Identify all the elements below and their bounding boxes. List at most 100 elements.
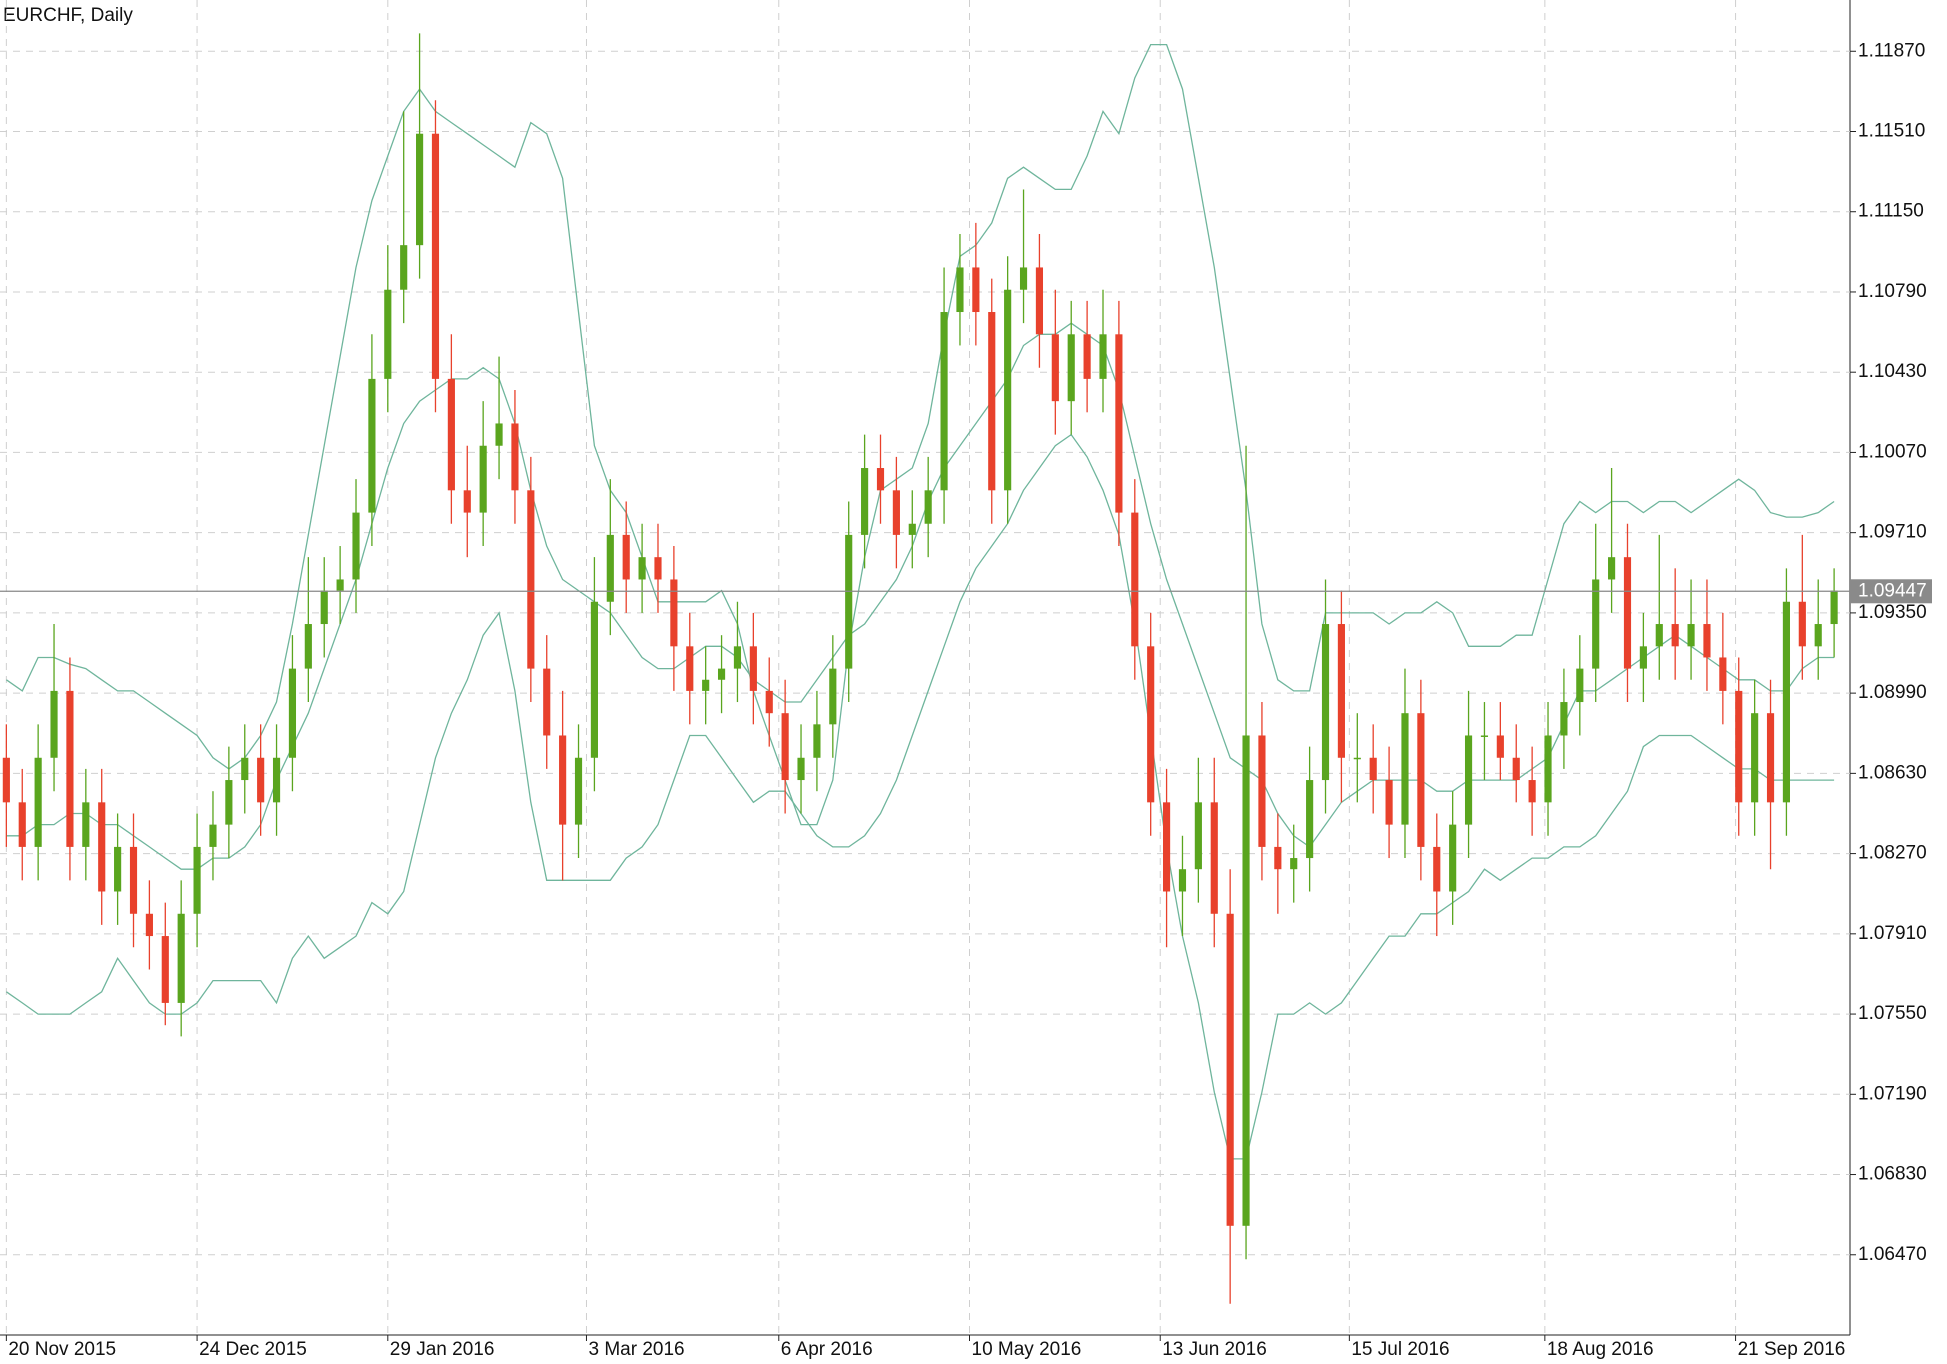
candle-body [1401, 713, 1409, 825]
candle-body [781, 713, 789, 781]
candle-body [50, 690, 58, 758]
y-tick-label: 1.10430 [1858, 361, 1927, 382]
y-tick-label: 1.11870 [1858, 40, 1925, 61]
lower-band [6, 433, 1835, 1160]
candle-body [161, 936, 169, 1003]
y-tick-label: 1.08270 [1858, 843, 1927, 864]
candle-body [257, 757, 265, 803]
candle-body [1417, 713, 1425, 847]
candle-body [2, 757, 10, 803]
candle-body [66, 690, 74, 847]
candle-body [876, 468, 885, 491]
candle-body [1369, 757, 1377, 781]
y-tick-label: 1.10070 [1858, 441, 1927, 462]
x-tick-label: 18 Aug 2016 [1547, 1339, 1654, 1360]
candle-body [479, 445, 487, 513]
x-tick-label: 3 Mar 2016 [588, 1339, 684, 1360]
candle-body [1719, 657, 1727, 691]
candle-body [1163, 802, 1171, 892]
x-tick-label: 20 Nov 2015 [8, 1339, 116, 1360]
candle-body [1321, 624, 1330, 781]
candle-body [177, 913, 185, 1003]
candle-body [209, 824, 217, 847]
candle-body [1115, 334, 1123, 513]
candle-body [1306, 780, 1314, 859]
candle-body [1655, 624, 1663, 647]
candle-body [861, 468, 869, 535]
candle-body [272, 757, 281, 803]
candle-body [1051, 334, 1059, 402]
y-tick-label: 1.11510 [1858, 121, 1925, 142]
y-tick-label: 1.06470 [1858, 1244, 1927, 1265]
candle-body [1512, 757, 1520, 781]
candle-body [1766, 713, 1775, 803]
x-tick-label: 10 May 2016 [972, 1339, 1082, 1360]
candle-body [511, 423, 519, 491]
y-tick-label: 1.09350 [1858, 602, 1927, 623]
candle-body [1814, 624, 1822, 647]
candle-body [1687, 624, 1695, 647]
candle-body [288, 668, 297, 758]
x-tick-label: 24 Dec 2015 [199, 1339, 307, 1360]
candle-body [1035, 267, 1044, 335]
candle-body [82, 802, 90, 847]
candle-body [940, 312, 948, 491]
candle-body [845, 534, 853, 669]
candle-body [1751, 713, 1759, 803]
candle-body [543, 668, 551, 736]
candle-body [241, 757, 249, 781]
candle-body [1671, 624, 1679, 647]
candle-body [1147, 646, 1155, 803]
candle-body [1782, 601, 1791, 803]
candle-body [1560, 702, 1568, 736]
candle-body [1004, 289, 1012, 491]
upper-band [6, 43, 1835, 826]
y-tick-label: 1.07550 [1858, 1003, 1927, 1024]
x-tick-label: 13 Jun 2016 [1162, 1339, 1267, 1360]
candle-body [622, 534, 630, 580]
candle-body [1131, 512, 1139, 647]
candle-body [574, 757, 583, 825]
candle-body [463, 490, 471, 513]
chart-title: EURCHF, Daily [3, 5, 133, 26]
candle-body [1083, 334, 1091, 379]
candle-body [1337, 624, 1345, 758]
candle-body [813, 724, 821, 758]
candle-body [98, 802, 106, 892]
y-tick-label: 1.07910 [1858, 923, 1927, 944]
candle-body [1592, 579, 1600, 669]
y-tick-label: 1.11150 [1858, 201, 1924, 222]
candle-body [638, 557, 646, 580]
candle-body [717, 668, 726, 680]
candle-body [1433, 846, 1441, 892]
candle-body [702, 679, 710, 691]
y-tick-label: 1.07190 [1858, 1083, 1927, 1104]
candle-body [733, 646, 742, 669]
candle-body [1019, 267, 1028, 290]
candle-body [114, 846, 122, 892]
candle-body [654, 557, 662, 580]
candle-body [988, 312, 996, 491]
candle-body [1639, 646, 1647, 669]
candle-body [1464, 735, 1473, 825]
candle-body [18, 802, 26, 847]
candle-body [34, 757, 42, 847]
candle-body [908, 523, 916, 535]
candle-body [1830, 590, 1838, 625]
candle-body [193, 846, 201, 914]
candle-body [606, 534, 614, 602]
x-tick-label: 21 Sep 2016 [1738, 1339, 1846, 1360]
candle-body [1735, 690, 1743, 803]
candle-body [1623, 557, 1632, 669]
candle-body [1353, 757, 1361, 760]
y-tick-label: 1.10790 [1858, 281, 1927, 302]
candle-body [145, 913, 153, 937]
candle-body [765, 690, 773, 714]
y-tick-label: 1.06830 [1858, 1164, 1927, 1185]
candle-body [336, 579, 344, 591]
candle-body [1274, 846, 1282, 870]
y-tick-label: 1.08630 [1858, 762, 1927, 783]
x-tick-label: 15 Jul 2016 [1351, 1339, 1449, 1360]
candle-body [1258, 735, 1266, 847]
